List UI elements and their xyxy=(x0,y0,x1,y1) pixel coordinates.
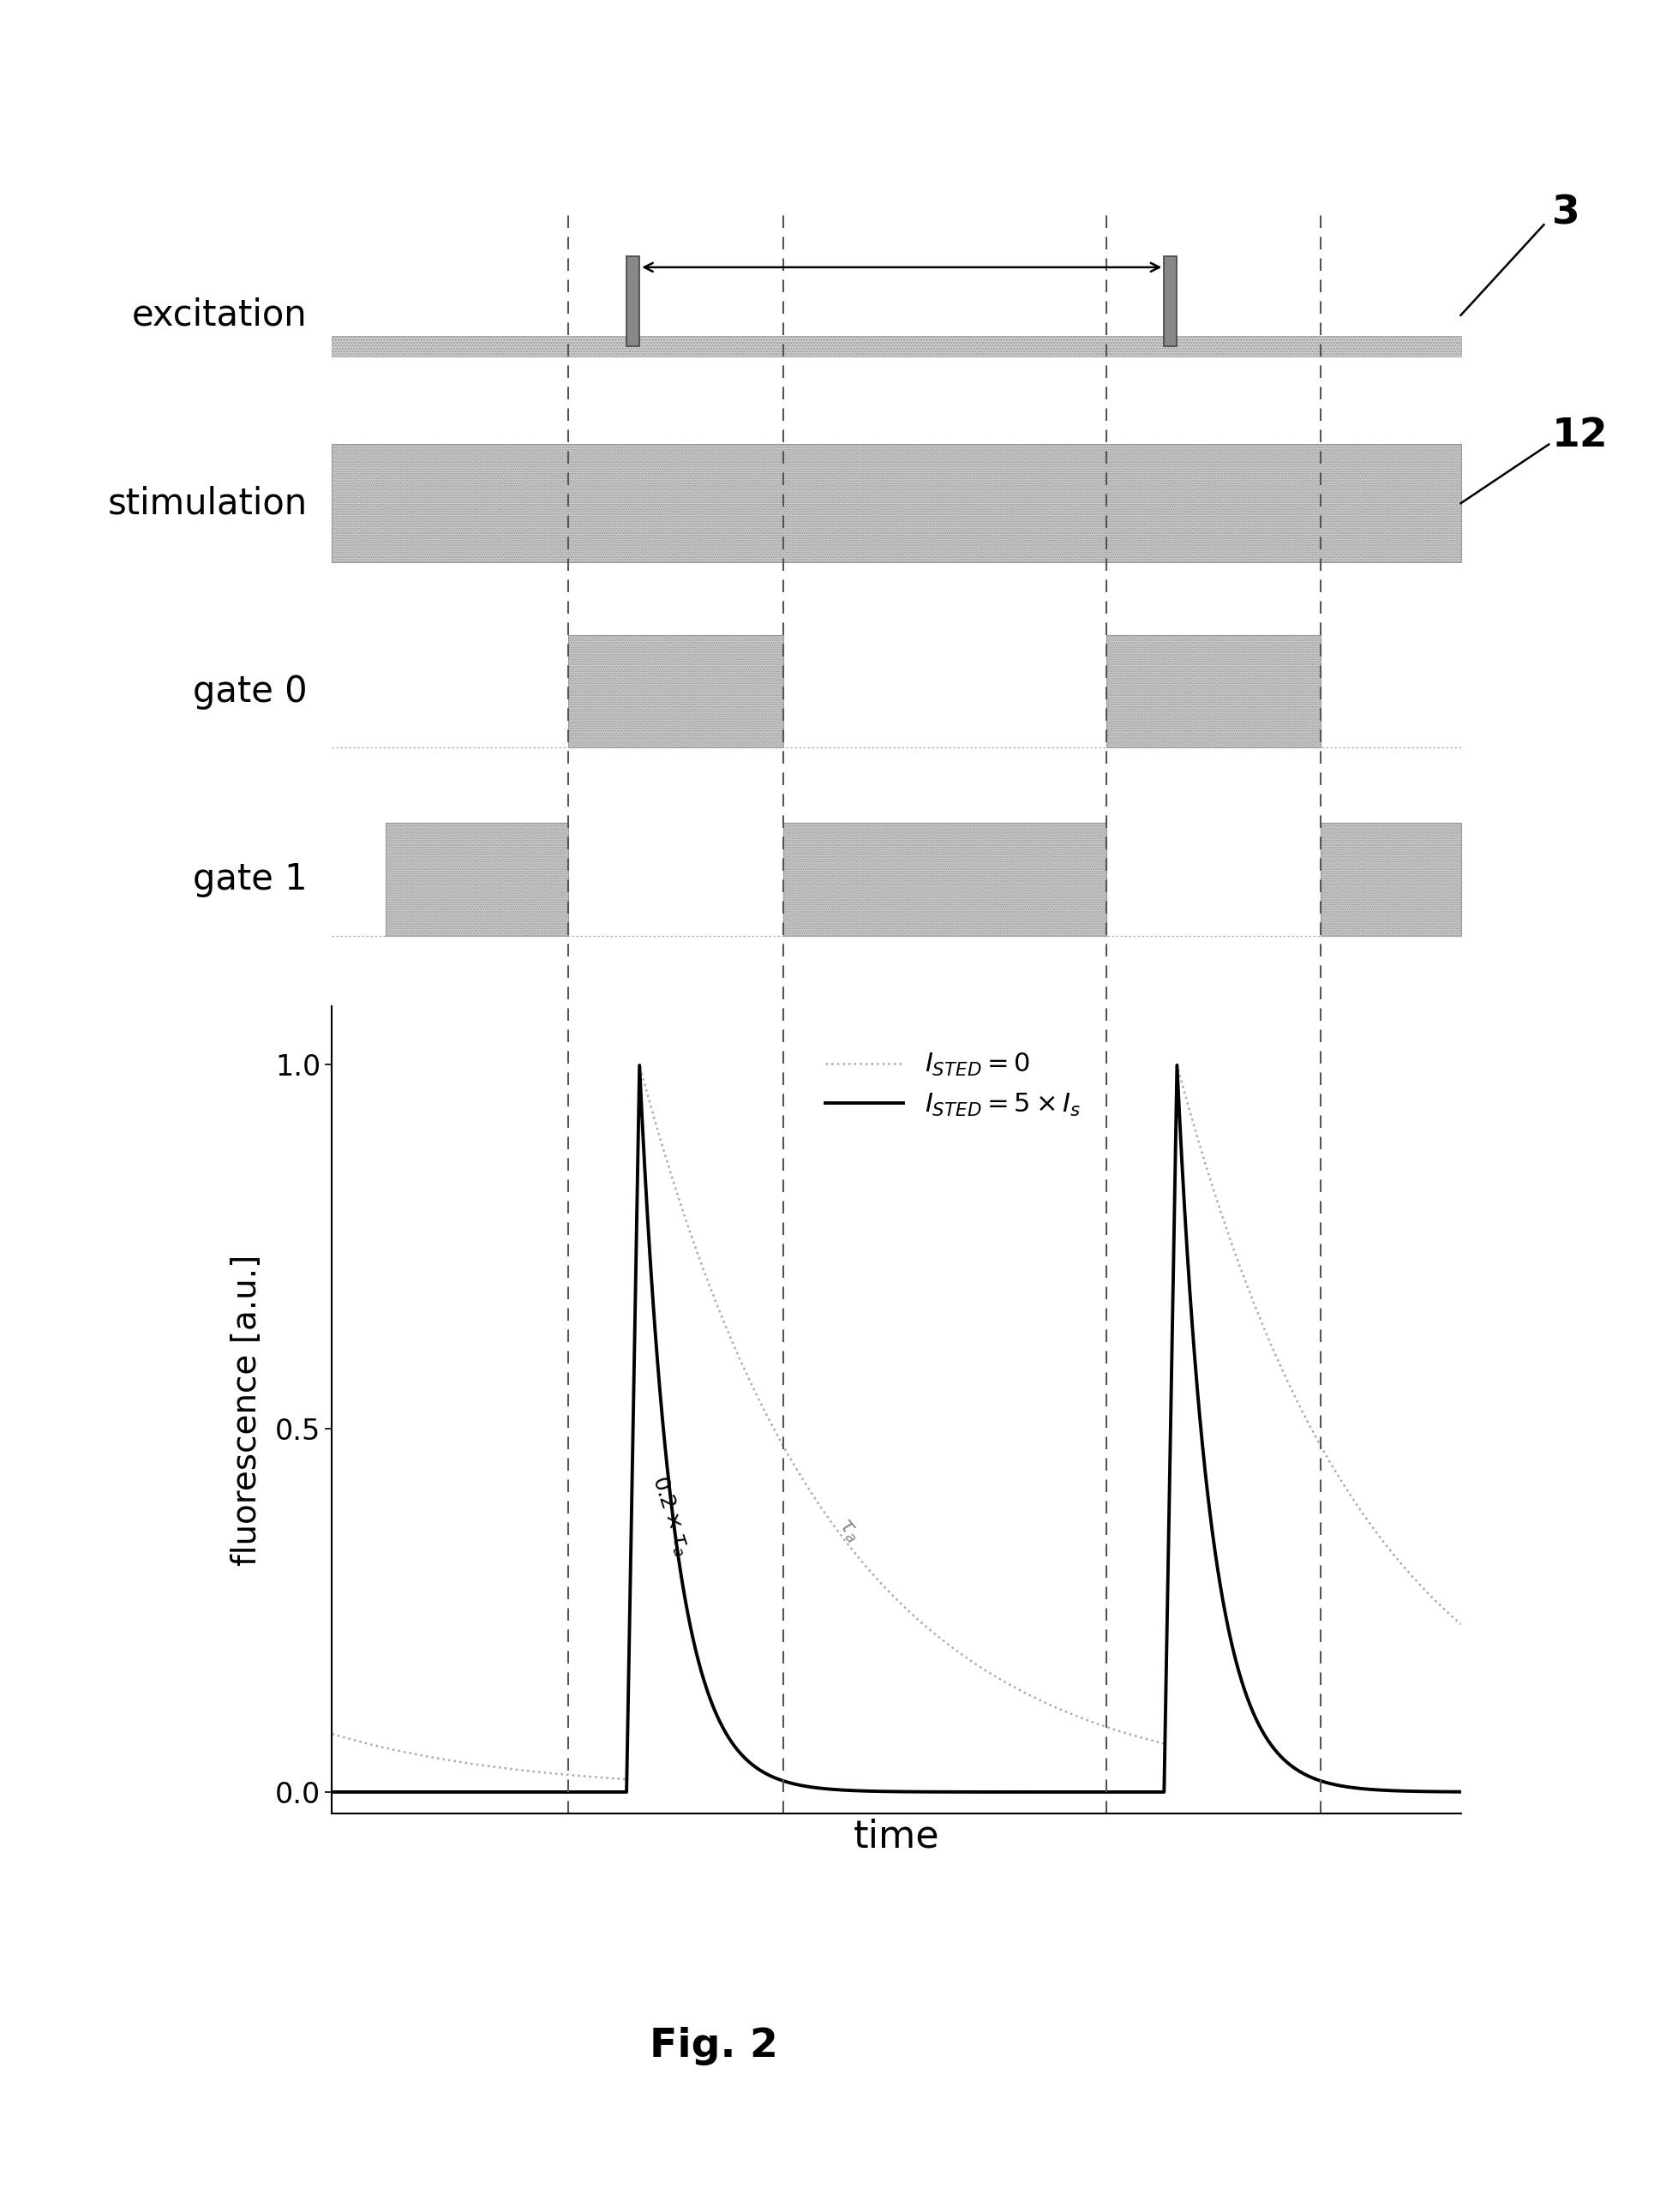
X-axis label: time: time xyxy=(853,1818,940,1856)
Y-axis label: fluorescence [a.u.]: fluorescence [a.u.] xyxy=(231,1254,264,1566)
Text: gate 0: gate 0 xyxy=(193,672,307,710)
Text: $\tau_a$: $\tau_a$ xyxy=(833,1515,863,1546)
Legend: $I_{STED}=0$, $I_{STED}=5 \times I_s$: $I_{STED}=0$, $I_{STED}=5 \times I_s$ xyxy=(825,1053,1081,1119)
Bar xyxy=(1321,823,1461,936)
Bar xyxy=(1106,635,1321,748)
Text: gate 1: gate 1 xyxy=(193,860,307,898)
Bar xyxy=(385,823,568,936)
Text: 3: 3 xyxy=(1552,195,1580,232)
Text: $0.2\times\tau_a$: $0.2\times\tau_a$ xyxy=(647,1473,694,1557)
Text: excitation: excitation xyxy=(131,296,307,334)
Bar xyxy=(1164,257,1177,347)
Bar xyxy=(568,635,784,748)
Bar xyxy=(332,445,1461,562)
Bar xyxy=(626,257,639,347)
Text: 12: 12 xyxy=(1552,416,1609,456)
Bar xyxy=(784,823,1106,936)
Text: stimulation: stimulation xyxy=(108,484,307,522)
Bar xyxy=(332,336,1461,356)
Text: Fig. 2: Fig. 2 xyxy=(649,2026,779,2066)
